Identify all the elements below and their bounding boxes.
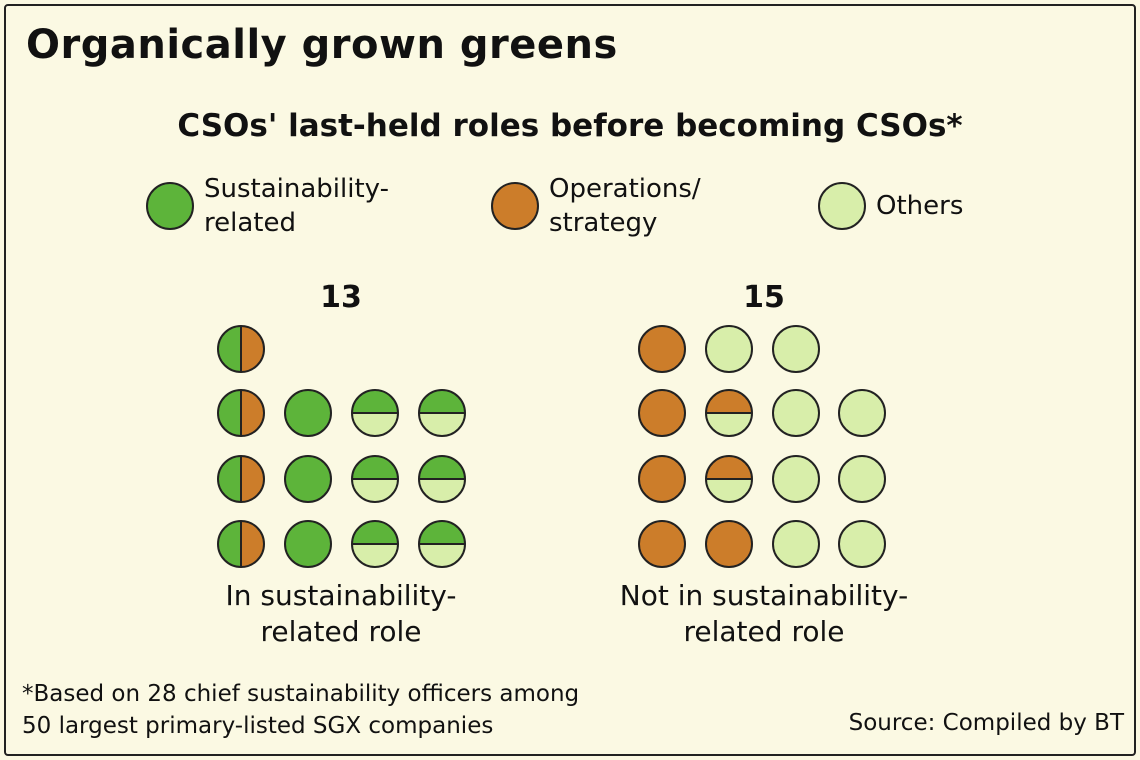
unit — [284, 455, 332, 503]
group-label: In sustainability-related role — [225, 579, 457, 648]
unit — [638, 520, 686, 568]
unit-outline — [418, 389, 466, 437]
unit-outline — [418, 455, 466, 503]
unit-outline — [217, 520, 265, 568]
unit-outline — [705, 389, 753, 437]
unit-part — [352, 521, 398, 544]
unit-part — [419, 390, 465, 413]
unit — [772, 325, 820, 373]
footnote-line: 50 largest primary-listed SGX companies — [22, 713, 494, 739]
unit-outline — [351, 455, 399, 503]
legend-label: Others — [876, 191, 964, 221]
group-count: 13 — [320, 280, 362, 315]
unit-part — [419, 456, 465, 479]
unit — [638, 389, 686, 437]
legend-label: Operations/ strategy — [549, 174, 701, 238]
unit-part — [218, 390, 241, 436]
group-label: Not in sustainability-related role — [619, 579, 909, 648]
unit-part — [241, 456, 264, 502]
unit-outline — [217, 455, 265, 503]
unit-part — [419, 521, 465, 544]
unit-part — [706, 413, 752, 436]
unit-outline — [217, 389, 265, 437]
unit — [772, 455, 820, 503]
unit — [772, 389, 820, 437]
frame — [4, 4, 1136, 756]
unit-part — [218, 521, 241, 567]
unit — [772, 520, 820, 568]
unit-part — [352, 479, 398, 502]
legend-swatch — [146, 182, 194, 230]
unit — [838, 455, 886, 503]
legend-label: Sustainability-related — [204, 174, 389, 238]
unit — [705, 325, 753, 373]
unit-part — [706, 456, 752, 479]
unit-outline — [217, 325, 265, 373]
legend-swatch — [818, 182, 866, 230]
unit — [638, 455, 686, 503]
unit-part — [352, 390, 398, 413]
unit — [838, 520, 886, 568]
unit-part — [352, 456, 398, 479]
unit-part — [241, 390, 264, 436]
footnote-line: *Based on 28 chief sustainability office… — [22, 681, 580, 707]
unit-part — [241, 326, 264, 372]
unit — [838, 389, 886, 437]
unit-part — [352, 413, 398, 436]
legend-swatch — [491, 182, 539, 230]
unit-part — [706, 390, 752, 413]
unit-part — [352, 544, 398, 567]
unit — [284, 389, 332, 437]
unit-part — [218, 326, 241, 372]
footnote: *Based on 28 chief sustainability office… — [22, 678, 579, 742]
unit-outline — [351, 389, 399, 437]
unit — [638, 325, 686, 373]
unit-outline — [705, 455, 753, 503]
unit-outline — [351, 520, 399, 568]
source: Source: Compiled by BT — [848, 710, 1124, 736]
unit-outline — [418, 520, 466, 568]
group-count: 15 — [743, 280, 785, 315]
unit-part — [419, 413, 465, 436]
unit-part — [419, 479, 465, 502]
unit — [284, 520, 332, 568]
unit-part — [218, 456, 241, 502]
chart-title: Organically grown greens — [26, 22, 618, 68]
unit-part — [419, 544, 465, 567]
chart-subtitle: CSOs' last-held roles before becoming CS… — [177, 108, 963, 144]
unit-part — [706, 479, 752, 502]
unit-part — [241, 521, 264, 567]
unit — [705, 520, 753, 568]
